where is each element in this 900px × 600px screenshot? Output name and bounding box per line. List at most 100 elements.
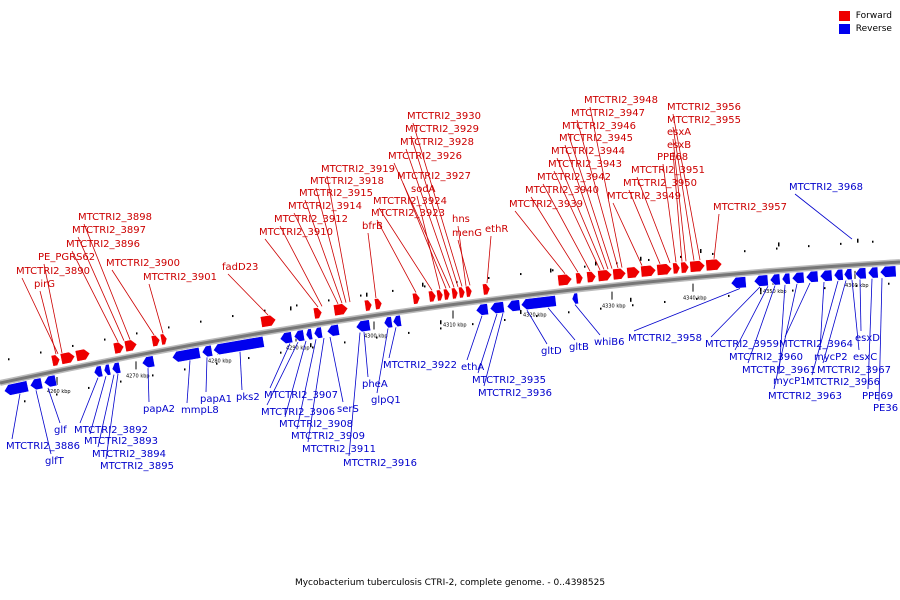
reverse-gene-arrow: [819, 269, 833, 282]
reverse-gene-arrow: [383, 316, 394, 329]
reverse-leader-line: [266, 341, 299, 406]
reverse-gene-label: MTCTRI2_3892: [74, 425, 148, 436]
forward-leader-line: [589, 106, 623, 268]
feature-mark: [366, 292, 368, 297]
forward-gene-label: esxA: [667, 127, 691, 138]
reverse-gene-label: mmpL8: [181, 405, 219, 416]
forward-gene-label: PE_PGRS62: [38, 252, 95, 263]
reverse-gene-arrow: [293, 329, 306, 342]
reverse-gene-arrow: [103, 363, 112, 376]
reverse-leader-line: [186, 360, 191, 404]
reverse-gene-label: MTCTRI2_3909: [291, 431, 365, 442]
forward-leader-line: [378, 207, 433, 291]
legend-reverse-label: Reverse: [855, 23, 892, 34]
forward-leader-line: [514, 210, 566, 275]
reverse-gene-arrow: [843, 268, 853, 281]
forward-gene-arrow: [640, 264, 657, 278]
forward-gene-arrow: [428, 290, 437, 303]
reverse-gene-arrow: [141, 355, 156, 368]
reverse-gene-label: glf: [54, 425, 67, 436]
reverse-gene-arrow: [279, 331, 294, 344]
reverse-gene-label: MTCTRI2_3907: [264, 390, 338, 401]
guide-dot: [296, 304, 298, 307]
forward-gene-arrow: [50, 354, 61, 367]
forward-leader-line: [672, 126, 695, 261]
guide-dot: [712, 252, 714, 255]
reverse-gene-label: MTCTRI2_3894: [92, 449, 166, 460]
reverse-gene-label: pks2: [236, 392, 260, 403]
reverse-gene-label: MTCTRI2_3959: [705, 339, 779, 350]
forward-leader-line: [148, 283, 164, 334]
tick-label: 4310 kbp: [443, 323, 467, 329]
guide-dot: [584, 265, 586, 268]
legend: Forward Reverse: [838, 9, 892, 35]
forward-gene-label: MTCTRI2_3896: [66, 239, 140, 250]
forward-gene-label: MTCTRI2_3901: [143, 272, 217, 283]
forward-gene-label: MTCTRI2_3926: [388, 151, 462, 162]
reverse-leader-line: [11, 393, 21, 440]
reverse-leader-line: [97, 374, 115, 448]
guide-dot: [232, 315, 234, 318]
forward-leader-line: [227, 273, 269, 316]
forward-gene-label: menG: [452, 228, 482, 239]
guide-dot: [648, 258, 650, 261]
legend-forward: Forward: [838, 9, 892, 22]
forward-gene-label: MTCTRI2_3898: [78, 212, 152, 223]
reverse-gene-arrow: [29, 377, 44, 391]
reverse-gene-arrow: [769, 273, 781, 286]
guide-dot: [120, 380, 122, 383]
forward-gene-label: bfrB: [362, 221, 383, 232]
genome-backbone: [0, 240, 900, 403]
forward-leader-line: [412, 122, 463, 287]
forward-gene-label: MTCTRI2_3951: [631, 165, 705, 176]
tick-label: 4270 kbp: [126, 373, 150, 379]
forward-leader-line: [315, 187, 347, 303]
reverse-gene-arrow: [93, 365, 104, 378]
forward-gene-label: pirG: [34, 279, 55, 290]
forward-gene-label: MTCTRI2_3915: [299, 188, 373, 199]
reverse-gene-label: MTCTRI2_3963: [768, 391, 842, 402]
guide-dot: [856, 284, 858, 287]
forward-leader-line: [21, 277, 59, 354]
forward-leader-line: [636, 176, 671, 263]
feature-mark: [640, 256, 642, 261]
reverse-leader-line: [526, 310, 548, 345]
reverse-gene-label: gltD: [541, 346, 562, 357]
forward-gene-label: MTCTRI2_3948: [584, 95, 658, 106]
forward-leader-line: [486, 235, 492, 284]
reverse-gene-label: MTCTRI2_3968: [789, 182, 863, 193]
guide-dot: [840, 242, 842, 245]
reverse-gene-label: MTCTRI2_3961: [742, 365, 816, 376]
reverse-gene-label: MTCTRI2_3958: [628, 333, 702, 344]
forward-gene-label: MTCTRI2_3939: [509, 199, 583, 210]
reverse-gene-label: MTCTRI2_3966: [806, 377, 880, 388]
forward-gene-arrow: [443, 288, 451, 301]
guide-dot: [104, 338, 106, 341]
guide-dot: [168, 326, 170, 329]
backbone-line: [0, 260, 900, 385]
tick-label: 4280 kbp: [208, 358, 232, 364]
guide-dot: [280, 351, 282, 354]
reverse-gene-label: MTCTRI2_3895: [100, 461, 174, 472]
reverse-leader-line: [811, 280, 839, 376]
forward-gene-arrow: [312, 307, 323, 320]
forward-gene-label: fadD23: [222, 262, 258, 273]
feature-mark: [595, 261, 597, 266]
map-caption: Mycobacterium tuberculosis CTRI-2, compl…: [294, 578, 606, 588]
reverse-leader-line: [747, 285, 776, 364]
forward-gene-label: PPE68: [657, 152, 688, 163]
forward-leader-line: [576, 119, 619, 269]
reverse-leader-line: [794, 193, 853, 240]
guide-dot: [664, 300, 666, 303]
feature-mark: [290, 306, 292, 311]
forward-gene-arrow: [159, 333, 168, 346]
guide-dot: [568, 311, 570, 314]
feature-mark: [520, 310, 522, 315]
forward-gene-label: ethR: [485, 224, 508, 235]
reverse-leader-line: [388, 327, 397, 359]
kbp-ticks: 4260 kbp 4270 kbp 4280 kbp 4290 kbp 4300 kbp…: [47, 270, 869, 395]
tick-label: 4300 kbp: [364, 334, 388, 340]
forward-leader-line: [83, 223, 131, 340]
reverse-leader-line: [547, 307, 576, 341]
forward-leader-line: [542, 183, 591, 272]
